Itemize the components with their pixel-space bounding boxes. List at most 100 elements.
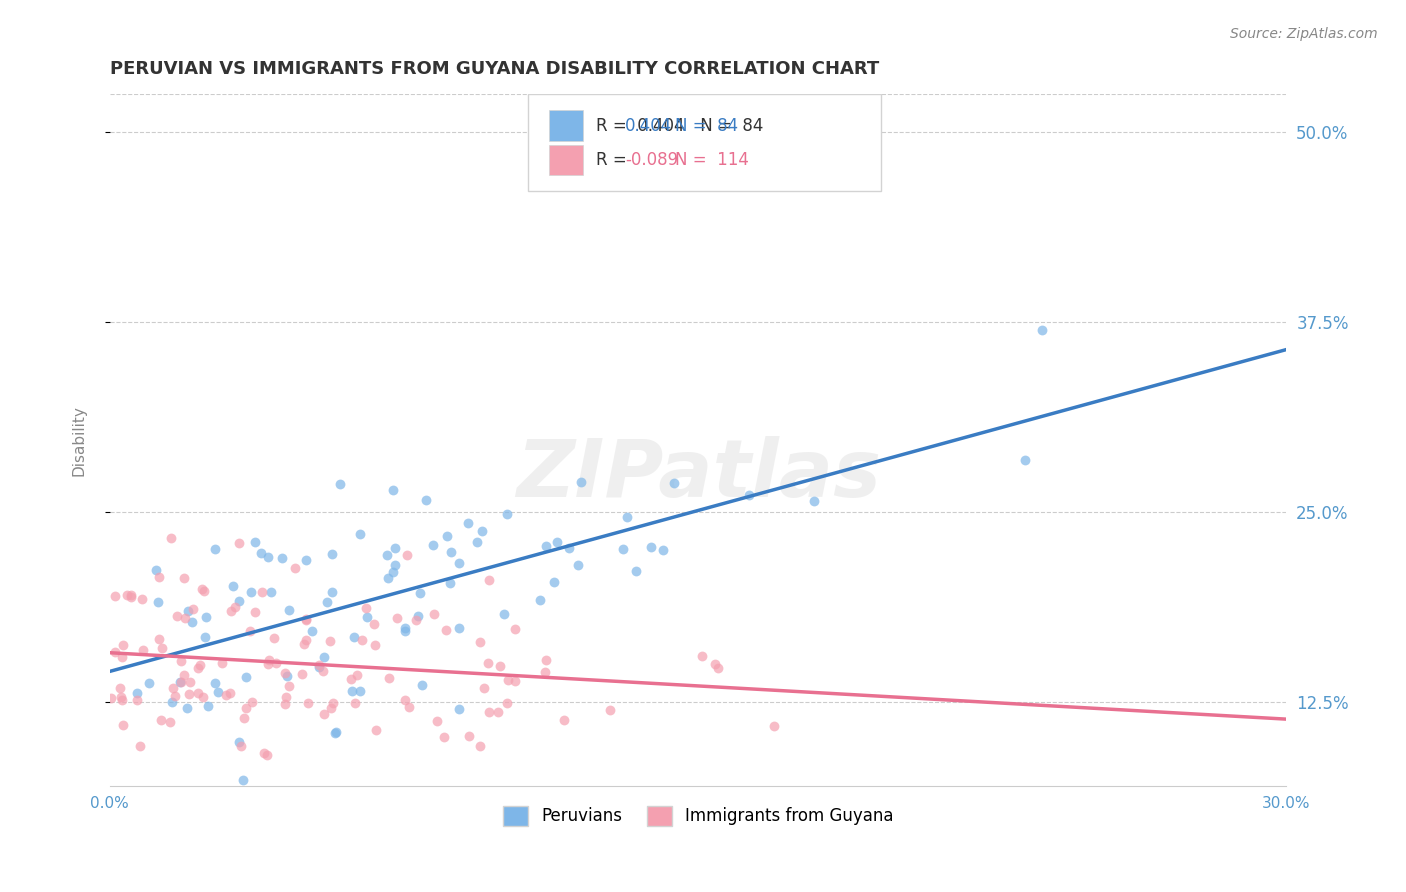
Point xyxy=(415,493,437,508)
Point xyxy=(197,698,219,713)
Point xyxy=(408,609,430,624)
Point xyxy=(496,696,519,710)
Text: Source: ZipAtlas.com: Source: ZipAtlas.com xyxy=(1230,27,1378,41)
Point xyxy=(104,590,127,604)
Point xyxy=(503,673,526,688)
Point xyxy=(159,532,181,546)
Point xyxy=(343,630,366,644)
Point xyxy=(346,667,368,681)
Point xyxy=(492,607,515,622)
Point xyxy=(478,573,501,587)
Point xyxy=(616,510,638,524)
Point xyxy=(274,666,297,681)
Point xyxy=(224,600,246,615)
Point xyxy=(276,669,298,683)
Point xyxy=(253,747,276,761)
Point xyxy=(325,725,347,739)
Point xyxy=(308,660,330,674)
Text: 0.404: 0.404 xyxy=(626,117,672,135)
Text: R =: R = xyxy=(596,151,631,169)
Point xyxy=(240,695,263,709)
Point xyxy=(111,693,134,707)
Point xyxy=(349,527,371,541)
Point xyxy=(104,644,127,658)
Point xyxy=(170,675,193,690)
Point xyxy=(138,675,160,690)
Point xyxy=(496,507,519,521)
Point xyxy=(228,536,250,550)
Point xyxy=(257,657,280,671)
Point xyxy=(409,586,432,600)
Point xyxy=(277,603,299,617)
Point xyxy=(204,541,226,556)
Point xyxy=(204,675,226,690)
Point xyxy=(762,719,785,733)
Point xyxy=(211,656,233,670)
Point xyxy=(394,624,416,639)
Point xyxy=(228,735,250,749)
Point xyxy=(173,610,195,624)
Point xyxy=(301,624,323,638)
Point xyxy=(120,591,142,605)
Point xyxy=(277,679,299,693)
Point xyxy=(349,683,371,698)
Point xyxy=(257,549,280,564)
Point xyxy=(162,681,184,695)
Point xyxy=(377,571,399,585)
FancyBboxPatch shape xyxy=(548,145,583,176)
Point xyxy=(465,535,488,549)
Point xyxy=(342,684,364,698)
Point xyxy=(131,591,153,606)
Y-axis label: Disability: Disability xyxy=(72,405,86,475)
Point xyxy=(398,700,420,714)
Point xyxy=(384,541,406,555)
Point xyxy=(243,605,266,619)
Point xyxy=(270,551,292,566)
Point xyxy=(231,739,253,753)
Text: N =  84: N = 84 xyxy=(675,117,738,135)
Text: R =  0.404   N =  84: R = 0.404 N = 84 xyxy=(596,117,763,135)
Point xyxy=(553,714,575,728)
Text: ZIPatlas: ZIPatlas xyxy=(516,435,880,514)
Point xyxy=(599,703,621,717)
Point xyxy=(173,571,195,585)
Point xyxy=(274,698,297,712)
Point xyxy=(179,675,201,690)
Point xyxy=(129,739,152,753)
Point xyxy=(534,665,557,679)
Point xyxy=(295,612,318,626)
Point xyxy=(193,584,215,599)
Point xyxy=(478,705,501,719)
Point xyxy=(569,475,592,490)
Point xyxy=(145,563,167,577)
Point xyxy=(447,702,470,716)
Point xyxy=(433,731,456,745)
Point xyxy=(239,624,262,638)
Point xyxy=(292,637,315,651)
Point xyxy=(534,653,557,667)
Point xyxy=(738,488,761,502)
Point xyxy=(256,748,278,763)
Point xyxy=(321,584,343,599)
Point xyxy=(249,546,271,560)
Point xyxy=(557,541,579,555)
Point xyxy=(263,632,285,646)
Point xyxy=(191,582,214,597)
Point xyxy=(215,688,238,702)
Point xyxy=(176,701,198,715)
Point xyxy=(159,714,181,729)
Point xyxy=(488,659,510,673)
Point xyxy=(322,697,344,711)
Point xyxy=(366,723,388,737)
Point xyxy=(543,575,565,590)
Point xyxy=(447,557,470,571)
Point xyxy=(235,701,257,715)
Point xyxy=(624,564,647,578)
Point xyxy=(422,607,444,622)
Point xyxy=(394,621,416,635)
Point xyxy=(295,553,318,567)
Point xyxy=(127,686,149,700)
Point xyxy=(111,638,134,652)
Point xyxy=(496,673,519,688)
Point xyxy=(117,588,139,602)
